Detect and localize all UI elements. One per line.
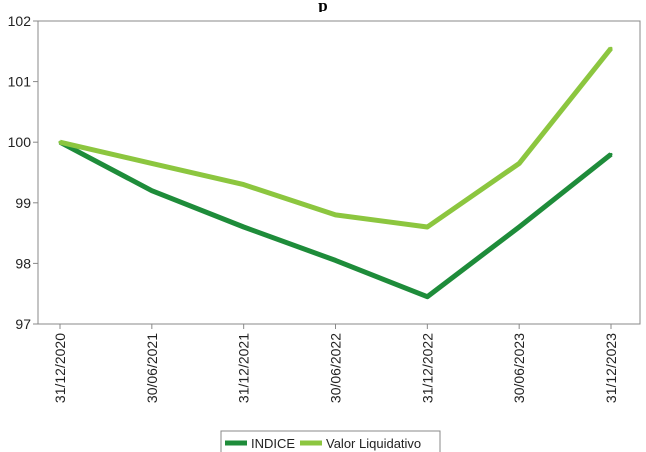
x-tick-label: 31/12/2022 (419, 333, 435, 403)
data-point (425, 225, 429, 229)
y-tick-label: 102 (8, 13, 32, 29)
data-point (150, 189, 154, 193)
series-line-indice (58, 139, 613, 300)
data-point (58, 140, 62, 144)
data-point (517, 161, 521, 165)
series-line-valor-liquidativo (59, 46, 613, 230)
y-tick-label: 99 (15, 195, 31, 211)
chart-title: p (318, 0, 328, 12)
legend-label: INDICE (251, 436, 295, 451)
data-point (242, 225, 246, 229)
x-tick-label: 31/12/2020 (52, 333, 68, 403)
data-point (150, 161, 154, 165)
legend-box (220, 430, 441, 452)
x-tick-label: 31/12/2023 (603, 333, 619, 403)
y-tick-label: 100 (8, 134, 32, 150)
data-point (242, 183, 246, 187)
x-tick-label: 30/06/2021 (144, 333, 160, 403)
legend: INDICE Valor Liquidativo (220, 430, 441, 452)
x-tick-label: 30/06/2023 (511, 333, 527, 403)
data-point (334, 213, 337, 217)
plot-area-frame (37, 20, 641, 325)
data-point (334, 258, 337, 262)
x-axis: 31/12/2020 30/06/2021 31/12/2021 30/06/2022… (52, 324, 619, 403)
data-point (425, 295, 429, 299)
data-point (517, 225, 521, 229)
y-tick-label: 101 (8, 74, 32, 90)
y-axis: 97 98 99 100 101 102 (8, 13, 38, 332)
y-tick-label: 98 (15, 255, 31, 271)
x-tick-label: 31/12/2021 (236, 333, 252, 403)
legend-label: Valor Liquidativo (326, 436, 421, 451)
data-point (609, 46, 613, 50)
data-point (609, 152, 613, 156)
series-layer (58, 46, 613, 300)
x-tick-label: 30/06/2022 (328, 333, 344, 403)
y-tick-label: 97 (15, 316, 31, 332)
